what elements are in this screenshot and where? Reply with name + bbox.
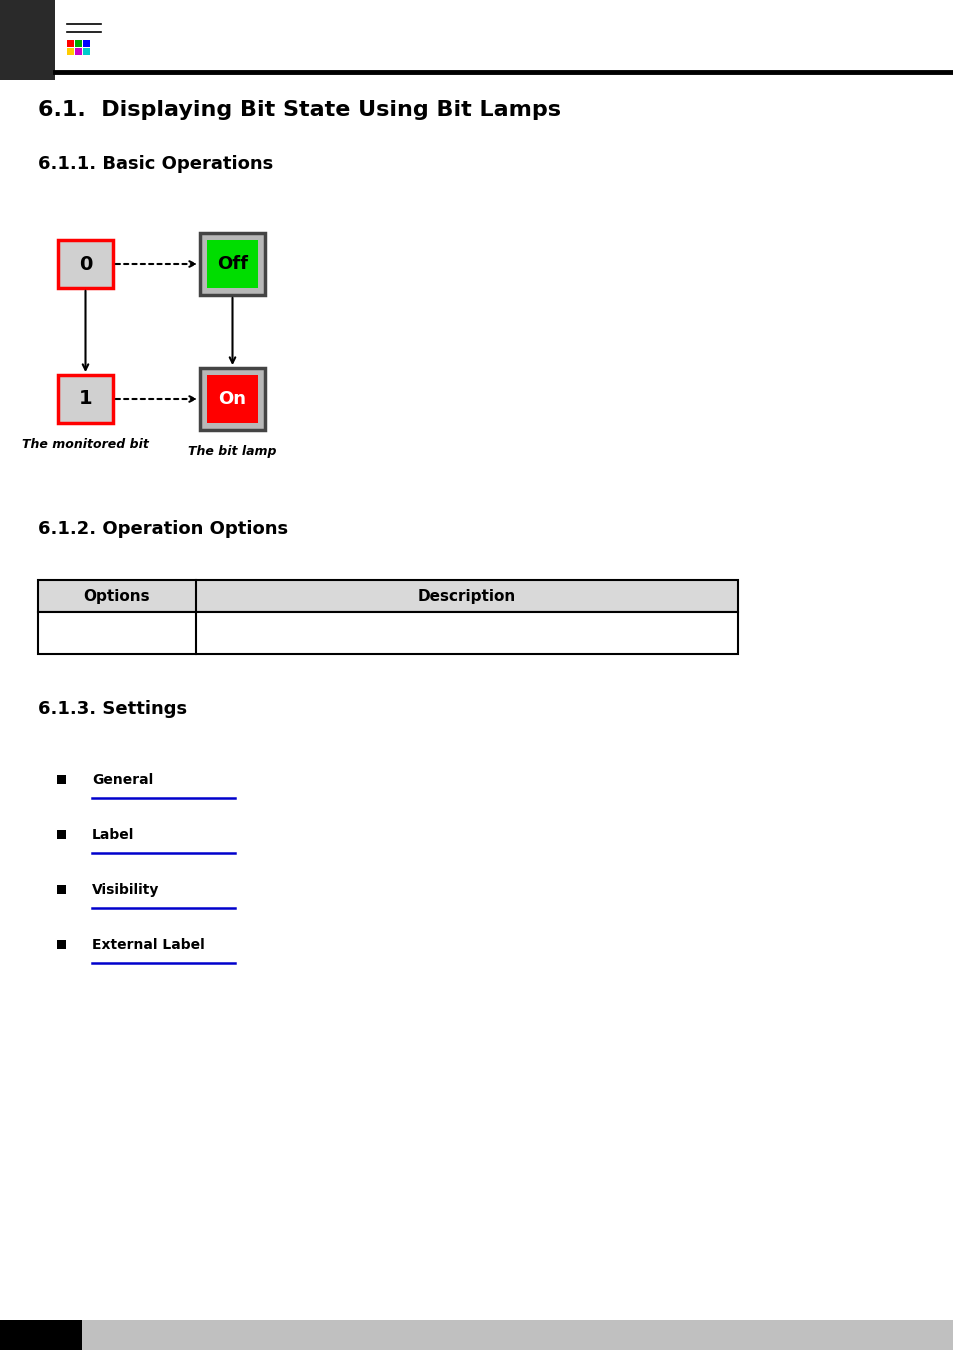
Bar [57,830,66,838]
Text: Description: Description [417,589,516,603]
Text: 6.1.1. Basic Operations: 6.1.1. Basic Operations [38,155,273,173]
Bar [0,1320,82,1350]
Text: 6.1.3. Settings: 6.1.3. Settings [38,701,187,718]
Bar [207,240,257,288]
Text: 6.1.2. Operation Options: 6.1.2. Operation Options [38,520,288,539]
Text: General: General [91,774,153,787]
Bar [200,234,265,296]
Text: The bit lamp: The bit lamp [188,446,276,458]
Bar [38,580,738,612]
Bar [75,40,82,47]
Bar [83,49,90,55]
Bar [57,775,66,784]
Text: 6.1.  Displaying Bit State Using Bit Lamps: 6.1. Displaying Bit State Using Bit Lamp… [38,100,560,120]
Bar [67,40,74,47]
Text: 0: 0 [79,255,92,274]
Bar [58,375,112,423]
Bar [57,886,66,894]
Bar [83,40,90,47]
Text: On: On [218,390,246,408]
Bar [38,612,738,653]
Bar [58,240,112,288]
Bar [82,1320,953,1350]
Text: 1: 1 [78,390,92,409]
Bar [207,375,257,423]
Text: Options: Options [84,589,151,603]
Bar [67,49,74,55]
Bar [57,940,66,949]
Text: Label: Label [91,828,134,842]
Text: External Label: External Label [91,938,205,952]
Bar [63,12,105,63]
Bar [75,49,82,55]
Text: Visibility: Visibility [91,883,159,896]
Bar [0,0,55,80]
Text: Off: Off [216,255,248,273]
Bar [200,369,265,431]
Text: The monitored bit: The monitored bit [22,437,149,451]
